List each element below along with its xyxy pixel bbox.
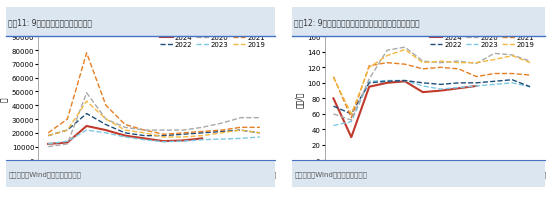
Text: 月: 月 (272, 171, 276, 177)
Text: 图表12: 9月挖掘机开工小时数同样有所回升，但仍在低位: 图表12: 9月挖掘机开工小时数同样有所回升，但仍在低位 (294, 18, 420, 27)
Text: 图表11: 9月挖掘机销售环比延续改善: 图表11: 9月挖掘机销售环比延续改善 (8, 18, 92, 27)
Legend: 2024, 2022, 2020, 2023, 2021, 2019: 2024, 2022, 2020, 2023, 2021, 2019 (160, 34, 266, 49)
Y-axis label: 小时/月: 小时/月 (295, 91, 304, 107)
Text: 月: 月 (541, 171, 546, 177)
Legend: 2024, 2022, 2020, 2023, 2021, 2019: 2024, 2022, 2020, 2023, 2021, 2019 (429, 34, 536, 49)
Y-axis label: 台: 台 (0, 97, 9, 101)
Text: 资料来源：Wind，国盛证券研究所: 资料来源：Wind，国盛证券研究所 (294, 171, 367, 177)
Text: 资料来源：Wind，国盛证券研究所: 资料来源：Wind，国盛证券研究所 (8, 171, 81, 177)
